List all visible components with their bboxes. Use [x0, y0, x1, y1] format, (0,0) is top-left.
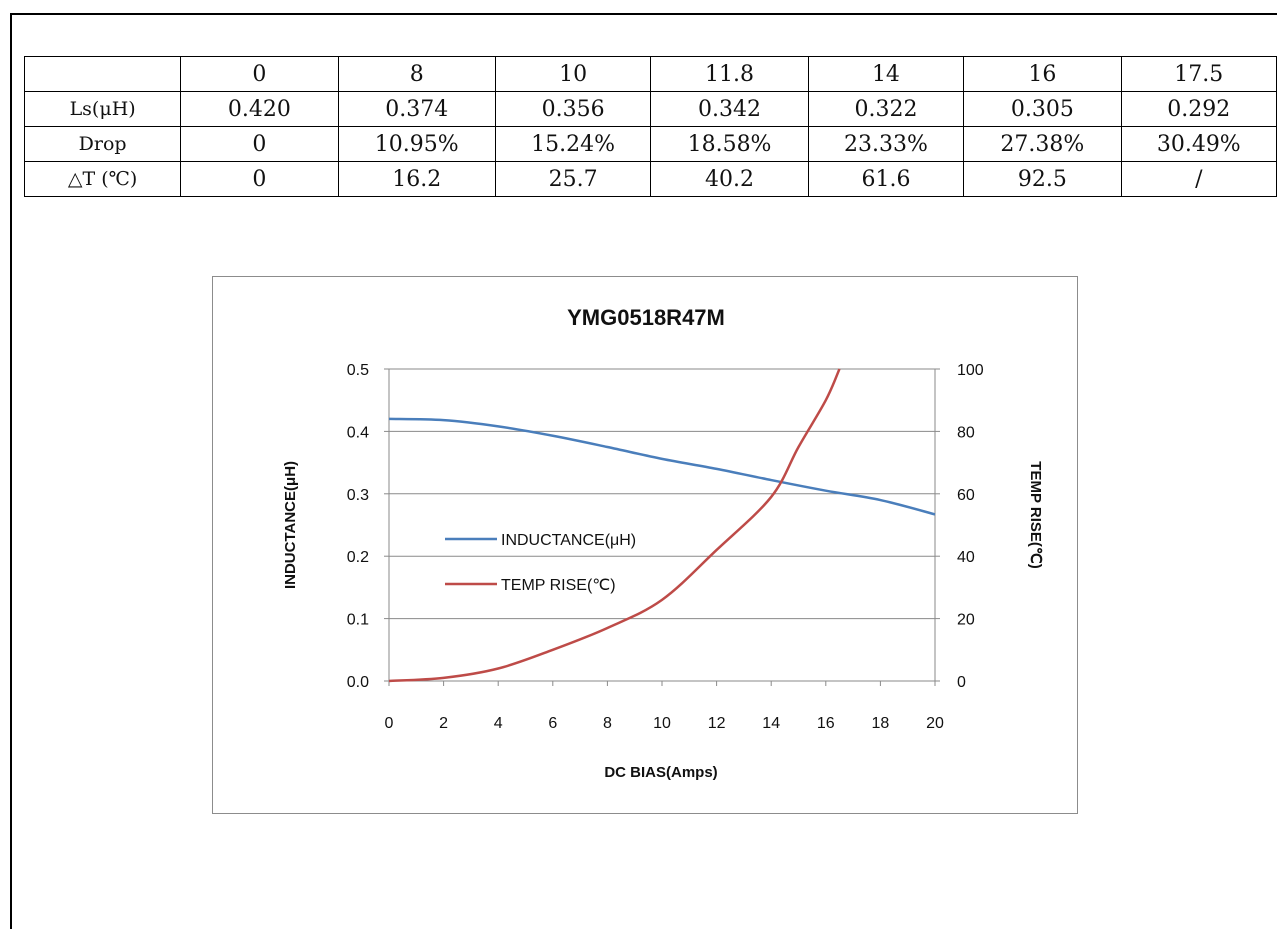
x-tick-label: 14	[762, 715, 780, 732]
table-header-cell: 16	[963, 56, 1122, 92]
x-tick-label: 12	[708, 715, 726, 732]
table-cell: 40.2	[650, 161, 809, 197]
table-cell: 0.374	[337, 91, 496, 127]
table-row: Ls(μH) 0.420 0.374 0.356 0.342 0.322 0.305 0.29…	[23, 91, 1277, 127]
y-tick-label: 0.5	[347, 362, 369, 379]
table-row: Drop 0 10.95% 15.24% 18.58% 23.33% 27.38% 30.49…	[23, 126, 1277, 162]
y2-tick-label: 0	[957, 674, 966, 691]
table-header-cell: 14	[807, 56, 965, 92]
x-tick-label: 18	[872, 715, 890, 732]
x-tick-label: 10	[653, 715, 671, 732]
legend-label-temp-rise: TEMP RISE(℃)	[501, 577, 616, 594]
table-header-cell: 17.5	[1120, 56, 1277, 92]
y2-tick-label: 60	[957, 487, 975, 504]
y-axis-label: INDUCTANCE(μH)	[282, 461, 299, 589]
measurement-table: 0 8 10 11.8 14 16 17.5 Ls(μH) 0.420 0.374 0.356 0.3…	[23, 56, 1277, 197]
table-cell: 0.342	[650, 91, 809, 127]
table-cell: 10.95%	[337, 126, 496, 162]
table-cell: 0.322	[807, 91, 965, 127]
y-tick-label: 0.1	[347, 612, 369, 629]
table-row: △T (℃) 0 16.2 25.7 40.2 61.6 92.5/	[23, 161, 1277, 197]
y-tick-label: 0.2	[347, 549, 369, 566]
axes: 0.0 0 0.1 20 0.2 40 0.3 60 0.4 80 0.5 100 0 2 4 6 8 10 12 1…	[347, 362, 984, 732]
table-cell: /	[1120, 161, 1277, 197]
chart-area: YMG0518R47M 0.0 0 0.1 20 0.2 40 0.3 60 0.4 80 0.5 1…	[212, 276, 1078, 814]
table-header-cell: 11.8	[650, 56, 809, 92]
series-lines	[388, 368, 936, 683]
table-cell: 25.7	[494, 161, 652, 197]
y2-tick-label: 40	[957, 549, 975, 566]
x-tick-label: 4	[494, 715, 503, 732]
table-cell: 61.6	[807, 161, 965, 197]
chart-svg: YMG0518R47M 0.0 00.1 200.2 400.3 600.4 800.5 1…	[282, 305, 1044, 781]
y2-tick-label: 80	[957, 424, 975, 441]
table-header-cell: 8	[337, 56, 496, 92]
x-axis-label: DC BIAS(Amps)	[604, 764, 717, 781]
table-cell: 18.58%	[650, 126, 809, 162]
grid-lines	[389, 368, 935, 620]
table-cell: 92.5	[963, 161, 1122, 197]
table-cell: 30.49%	[1120, 126, 1277, 162]
y2-tick-label: 100	[957, 362, 984, 379]
table-cell: 15.24%	[494, 126, 652, 162]
table-header-cell: 0	[180, 56, 339, 92]
table-row-label: △T (℃)	[23, 161, 182, 197]
y-tick-label: 0.0	[347, 674, 369, 691]
x-tick-label: 8	[603, 715, 612, 732]
table-cell: 0.305	[963, 91, 1122, 127]
inductance-series-line	[388, 417, 936, 516]
x-tick-label: 16	[817, 715, 835, 732]
table-row-label: Ls(μH)	[23, 91, 182, 127]
table-cell: 16.2	[337, 161, 496, 197]
table-header-cell	[23, 56, 182, 92]
legend-label-inductance: INDUCTANCE(μH)	[501, 532, 636, 549]
legend: INDUCTANCE(μH) TEMP RISE(℃)	[445, 532, 636, 594]
table-cell: 0	[180, 126, 339, 162]
x-tick-label: 2	[439, 715, 448, 732]
x-tick-label: 20	[926, 715, 944, 732]
table-header-row: 0 8 10 11.8 14 16 17.5	[23, 56, 1277, 92]
table-cell: 27.38%	[963, 126, 1122, 162]
table-row-label: Drop	[23, 126, 182, 162]
temp-rise-series-line	[388, 368, 841, 683]
page-frame	[10, 13, 1277, 929]
table-cell: 0.292	[1120, 91, 1277, 127]
x-tick-label: 0	[385, 715, 394, 732]
table-cell: 0	[180, 161, 339, 197]
y-tick-label: 0.4	[347, 424, 369, 441]
y2-axis-label: TEMP RISE(℃)	[1027, 461, 1044, 568]
table-cell: 0.420	[180, 91, 339, 127]
table-header-cell: 10	[494, 56, 652, 92]
y2-tick-label: 20	[957, 612, 975, 629]
chart-title: YMG0518R47M	[567, 305, 725, 330]
table-cell: 23.33%	[807, 126, 965, 162]
y-tick-label: 0.3	[347, 487, 369, 504]
x-tick-label: 6	[548, 715, 557, 732]
table-cell: 0.356	[494, 91, 652, 127]
